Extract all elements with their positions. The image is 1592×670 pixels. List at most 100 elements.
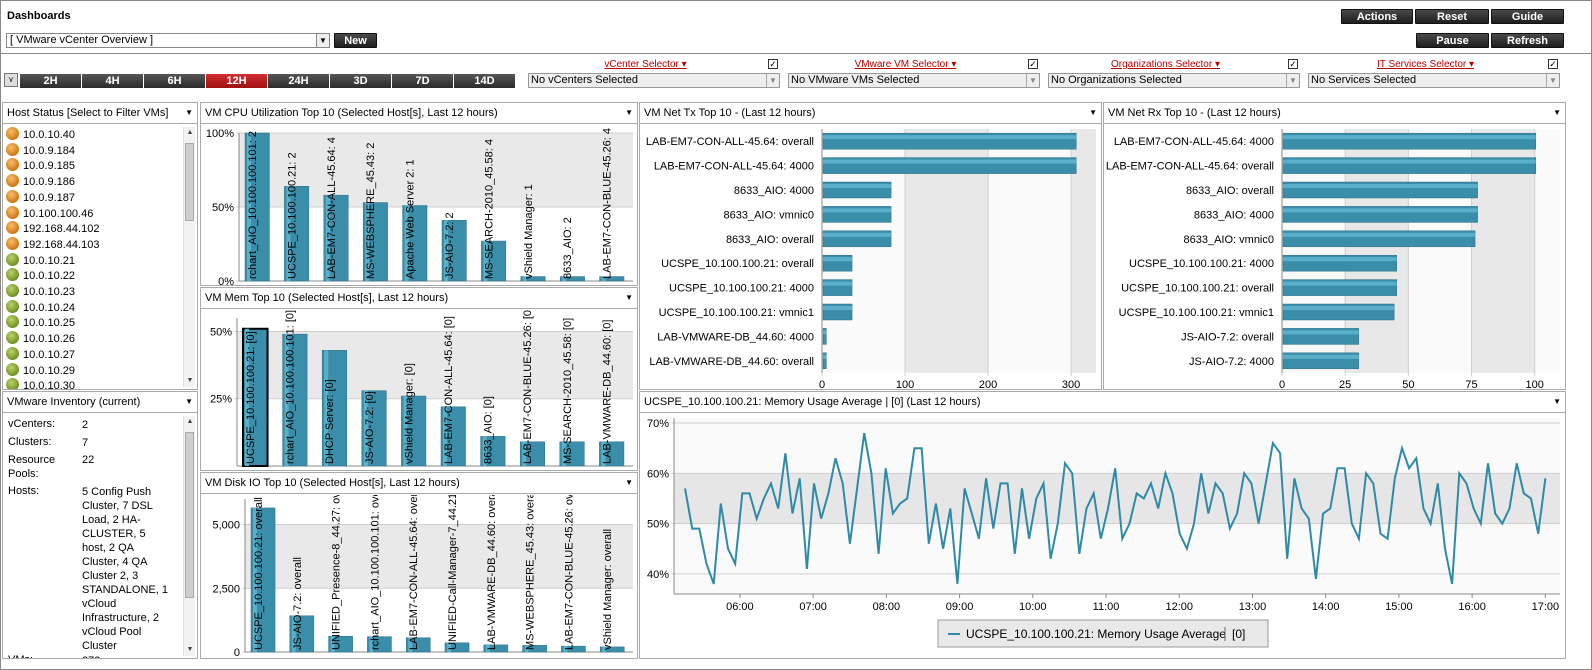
host-list-item[interactable]: 10.0.9.185	[6, 158, 75, 173]
actions-button[interactable]: Actions	[1341, 9, 1413, 24]
host-list-item[interactable]: 10.0.10.29	[6, 362, 75, 378]
scroll-up-icon[interactable]: ▲	[186, 129, 194, 136]
host-list-item[interactable]: 10.0.10.22	[6, 268, 75, 283]
chart-bar[interactable]	[483, 644, 509, 653]
bar-label: UCSPE_10.100.100.21: 4000	[1129, 258, 1274, 270]
collapse-icon[interactable]: ⋎	[4, 73, 18, 87]
time-button-3d[interactable]: 3D	[330, 74, 391, 88]
bar-label: JS-AIO-7.2: [0]	[364, 391, 376, 464]
host-list-item[interactable]: 10.0.9.187	[6, 189, 75, 205]
time-button-12h[interactable]: 12H	[206, 74, 267, 88]
time-button-2h[interactable]: 2H	[20, 74, 81, 88]
bar-label: LAB-VMWARE-DB_44.60: overall	[649, 356, 814, 368]
panel-menu-icon[interactable]: ▼	[1553, 397, 1561, 406]
host-list-item[interactable]: 10.0.10.27	[6, 346, 75, 362]
chart-bar[interactable]	[822, 352, 827, 370]
host-list-item[interactable]: 10.0.9.184	[6, 142, 75, 158]
selector-value: No Organizations Selected	[1051, 74, 1182, 86]
host-list-item[interactable]: 10.0.10.26	[6, 331, 75, 346]
panel-menu-icon[interactable]: ▼	[1089, 108, 1097, 117]
host-list-item[interactable]: 10.0.10.25	[6, 315, 75, 330]
chevron-down-icon[interactable]: ▼	[1546, 74, 1559, 87]
chevron-down-icon[interactable]: ▼	[1286, 74, 1299, 87]
chart-bar-highlight	[284, 334, 289, 466]
time-button-14d[interactable]: 14D	[454, 74, 515, 88]
scroll-down-icon[interactable]: ▼	[186, 646, 194, 653]
guide-button[interactable]: Guide	[1491, 9, 1564, 24]
chart-bar-highlight	[483, 241, 488, 281]
host-list-item[interactable]: 10.0.10.30	[6, 378, 75, 390]
inventory-key: VMs:	[8, 654, 33, 658]
host-name: 10.0.10.30	[23, 380, 75, 390]
time-button-7d[interactable]: 7D	[392, 74, 453, 88]
chart-bar-highlight	[1283, 159, 1536, 164]
chart-bar[interactable]	[328, 635, 353, 653]
dashboard-select[interactable]: [ VMware vCenter Overview ] ▼	[6, 33, 330, 48]
host-name: 10.0.10.26	[23, 333, 75, 346]
status-dot-icon	[6, 205, 19, 219]
selector-checkbox[interactable]: ✓	[1288, 59, 1298, 69]
chart-bar-highlight	[562, 276, 567, 281]
chart-bar-highlight	[324, 350, 329, 466]
series-line[interactable]	[684, 432, 1547, 585]
selector-checkbox[interactable]: ✓	[1028, 59, 1038, 69]
inventory-key: Resource Pools:	[8, 454, 56, 480]
scroll-up-icon[interactable]: ▲	[186, 418, 194, 425]
host-list-item[interactable]: 10.100.100.46	[6, 205, 93, 221]
chevron-down-icon[interactable]: ▼	[316, 34, 329, 47]
chart-bar-highlight	[823, 281, 853, 286]
host-list-item[interactable]: 10.0.10.21	[6, 252, 75, 268]
bar-label: LAB-EM7-CON-BLUE-45.26: overall	[563, 495, 575, 650]
chart-bar-highlight	[823, 330, 827, 335]
time-button-6h[interactable]: 6H	[144, 74, 205, 88]
chart-bar[interactable]	[561, 645, 586, 653]
panel-menu-icon[interactable]: ▼	[1553, 108, 1561, 117]
y-tick-label: 50%	[647, 519, 669, 531]
panel-menu-icon[interactable]: ▼	[625, 478, 633, 487]
host-list-item[interactable]: 192.168.44.102	[6, 221, 99, 236]
chevron-down-icon[interactable]: ▼	[1026, 74, 1039, 87]
new-button[interactable]: New	[334, 33, 377, 48]
host-list-item[interactable]: 10.0.10.24	[6, 299, 75, 315]
chart-bar[interactable]	[599, 646, 625, 653]
host-list-item[interactable]: 10.0.10.23	[6, 284, 75, 299]
scroll-thumb[interactable]	[185, 432, 194, 598]
scroll-thumb[interactable]	[185, 143, 194, 221]
chevron-down-icon[interactable]: ▼	[766, 74, 779, 87]
time-button-24h[interactable]: 24H	[268, 74, 329, 88]
chart-bar[interactable]	[405, 637, 431, 653]
host-list-item[interactable]: 192.168.44.103	[6, 236, 99, 252]
selector-label[interactable]: vCenter Selector ▾	[604, 59, 687, 70]
selector-label[interactable]: IT Services Selector ▾	[1376, 59, 1475, 70]
selector-checkbox[interactable]: ✓	[768, 59, 778, 69]
host-list-scrollbar[interactable]: ▲ ▼	[183, 127, 195, 387]
panel-menu-icon[interactable]: ▼	[625, 108, 633, 117]
selector-dropdown[interactable]: No VMware VMs Selected ▼	[788, 73, 1040, 88]
refresh-button[interactable]: Refresh	[1491, 33, 1564, 48]
inventory-scrollbar[interactable]: ▲ ▼	[183, 416, 195, 656]
chart-bar[interactable]	[522, 645, 547, 653]
status-dot-icon	[6, 299, 19, 313]
chart-bar[interactable]	[367, 636, 392, 653]
selector-checkbox[interactable]: ✓	[1548, 59, 1558, 69]
pause-button[interactable]: Pause	[1416, 33, 1489, 48]
reset-button[interactable]: Reset	[1415, 9, 1489, 24]
panel-menu-icon[interactable]: ▼	[185, 397, 193, 406]
chart-bar[interactable]	[520, 276, 546, 282]
chart-bar[interactable]	[822, 328, 827, 345]
chart-bar[interactable]	[599, 276, 625, 282]
selector-dropdown[interactable]: No Services Selected ▼	[1308, 73, 1560, 88]
panel-menu-icon[interactable]: ▼	[625, 293, 633, 302]
selector-label[interactable]: VMware VM Selector ▾	[854, 59, 957, 70]
time-button-4h[interactable]: 4H	[82, 74, 143, 88]
chart-bar[interactable]	[444, 642, 470, 653]
chart-bar[interactable]	[559, 276, 585, 282]
selector-label[interactable]: Organizations Selector ▾	[1111, 59, 1220, 70]
mem-usage-chart: 40% 50% 60% 70% 06:00 07:00 08:00 09:00 10:00 11:…	[647, 418, 1560, 648]
panel-menu-icon[interactable]: ▼	[185, 108, 193, 117]
selector-dropdown[interactable]: No vCenters Selected ▼	[528, 73, 780, 88]
host-list-item[interactable]: 10.0.10.40	[6, 127, 75, 142]
scroll-down-icon[interactable]: ▼	[186, 377, 194, 384]
selector-dropdown[interactable]: No Organizations Selected ▼	[1048, 73, 1300, 88]
host-list-item[interactable]: 10.0.9.186	[6, 174, 75, 189]
